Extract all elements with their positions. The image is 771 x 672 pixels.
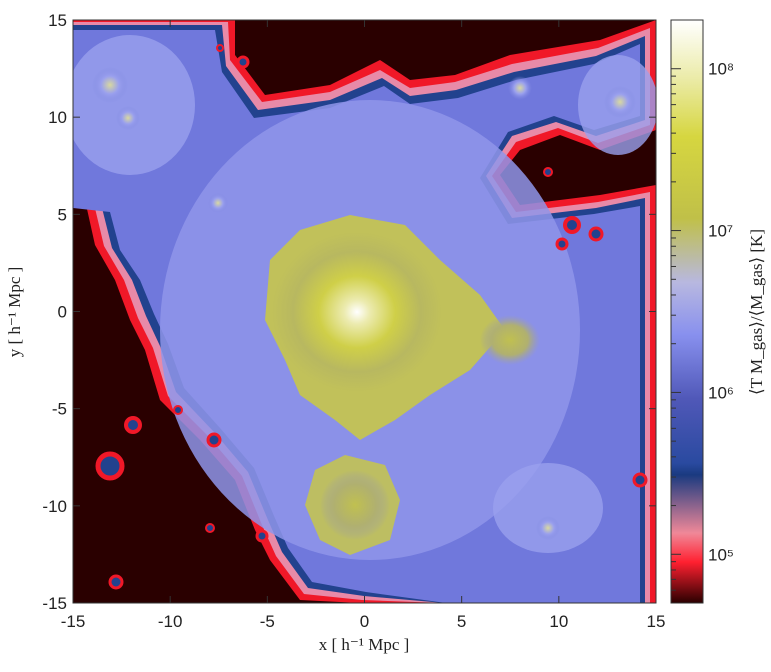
y-tick-label: -10 — [42, 497, 67, 516]
y-axis-title: y [ h⁻¹ Mpc ] — [5, 267, 24, 358]
colorbar-gradient — [670, 19, 704, 604]
upper-left-halo — [73, 35, 195, 175]
halo-nw — [92, 67, 128, 103]
halo-top — [508, 76, 532, 100]
x-tick-label: 15 — [647, 612, 666, 631]
group-left-5 — [255, 529, 269, 543]
group-top-1 — [236, 55, 250, 69]
group-top-3 — [543, 167, 553, 177]
group-right-4 — [632, 472, 648, 488]
east-warm-spot — [480, 315, 540, 365]
southern-bright-spot — [320, 470, 390, 540]
colorbar-tick-label: 10⁶ — [708, 383, 734, 402]
colorbar-tick-label: 10⁵ — [708, 545, 734, 564]
group-left-7 — [173, 405, 183, 415]
y-tick-label: -15 — [42, 594, 67, 613]
group-right-2 — [588, 226, 604, 242]
group-left-6 — [205, 523, 215, 533]
group-right-3 — [555, 237, 569, 251]
x-tick-label: 0 — [360, 612, 369, 631]
group-left-4 — [206, 432, 222, 448]
colorbar-ticks: 10⁵ 10⁶ 10⁷ 10⁸ — [671, 60, 734, 591]
halo-w — [208, 193, 228, 213]
colorbar-tick-label: 10⁷ — [708, 222, 733, 241]
colorbar-tick-label: 10⁸ — [708, 60, 734, 79]
y-axis: -15 -10 -5 0 5 10 15 — [42, 11, 656, 613]
y-tick-label: 10 — [48, 108, 67, 127]
halo-ne — [604, 86, 636, 118]
x-tick-label: -5 — [260, 612, 275, 631]
heatmap-plot-area — [73, 20, 656, 603]
x-axis: -15 -10 -5 0 5 10 15 — [61, 20, 666, 631]
x-tick-label: 5 — [457, 612, 466, 631]
group-left-2 — [124, 416, 142, 434]
x-tick-label: 10 — [549, 612, 568, 631]
y-tick-label: 0 — [58, 303, 67, 322]
group-top-2 — [216, 44, 224, 52]
y-tick-label: 15 — [48, 11, 67, 30]
halo-nw2 — [116, 106, 140, 130]
x-tick-label: -10 — [158, 612, 183, 631]
group-left-3 — [108, 574, 124, 590]
group-left-1 — [95, 451, 125, 481]
x-axis-title: x [ h⁻¹ Mpc ] — [319, 635, 410, 654]
colorbar-label: ⟨T M_gas⟩/⟨M_gas⟩ [K] — [747, 229, 766, 395]
y-tick-label: 5 — [58, 205, 67, 224]
halo-se — [536, 516, 560, 540]
y-tick-label: -5 — [52, 400, 67, 419]
group-right-1 — [563, 216, 581, 234]
right-halo — [493, 463, 603, 553]
colorbar: 10⁵ 10⁶ 10⁷ 10⁸ ⟨T M_gas⟩/⟨M_gas⟩ [K] — [670, 19, 766, 604]
x-tick-label: -15 — [61, 612, 86, 631]
core-bright-spot — [272, 232, 442, 392]
